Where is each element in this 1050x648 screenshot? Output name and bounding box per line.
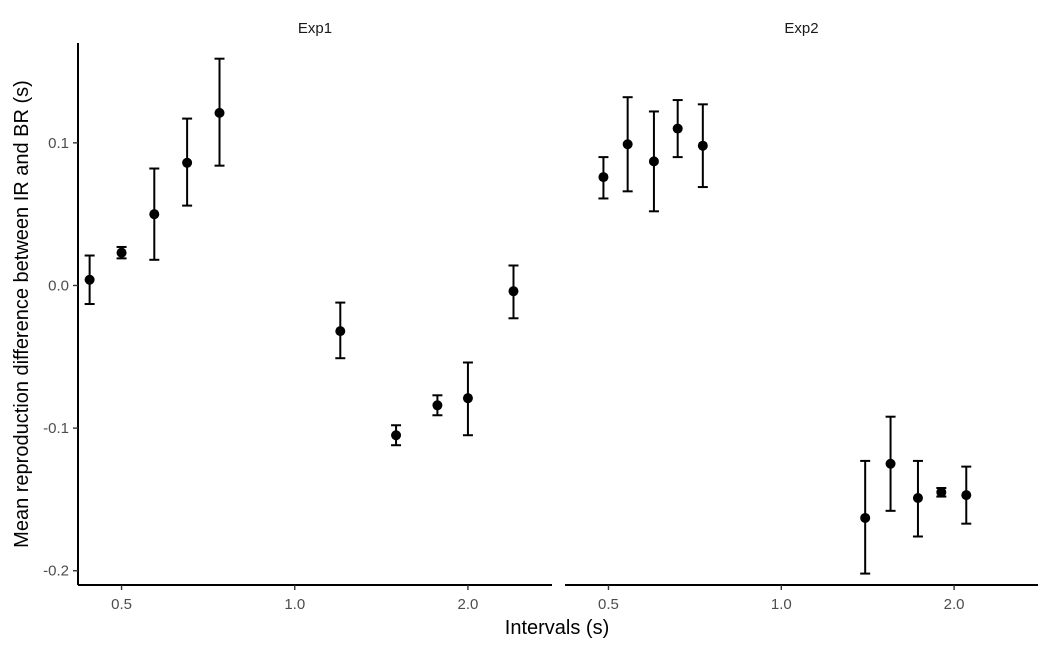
data-point <box>598 172 609 183</box>
data-point <box>860 512 871 523</box>
x-tick-label: 1.0 <box>284 596 305 613</box>
data-point <box>508 286 519 297</box>
data-point <box>432 400 443 411</box>
data-point <box>961 490 972 501</box>
data-point <box>116 247 127 258</box>
y-tick-label: -0.1 <box>43 420 69 437</box>
data-point <box>936 487 947 498</box>
panel-exp1: Exp1 0.5 1.0 2.0 <box>78 20 552 613</box>
data-point <box>214 107 225 118</box>
y-tick-label: -0.2 <box>43 563 69 580</box>
data-point <box>84 274 95 285</box>
data-point <box>885 458 896 469</box>
data-point <box>149 209 160 220</box>
data-point <box>462 393 473 404</box>
data-point <box>622 139 633 150</box>
y-tick-label: 0.0 <box>48 277 69 294</box>
x-tick-label: 0.5 <box>111 596 132 613</box>
x-tick-label: 2.0 <box>944 596 965 613</box>
data-point <box>182 157 193 168</box>
x-tick-label: 0.5 <box>598 596 619 613</box>
panel-title: Exp2 <box>784 20 818 37</box>
data-point <box>912 492 923 503</box>
x-tick-label: 2.0 <box>458 596 479 613</box>
data-point <box>335 326 346 337</box>
y-axis-title: Mean reproduction difference between IR … <box>11 80 33 548</box>
x-tick-label: 1.0 <box>771 596 792 613</box>
data-point <box>391 430 402 441</box>
data-point <box>672 123 683 134</box>
panel-title: Exp1 <box>298 20 332 37</box>
y-tick-label: 0.1 <box>48 135 69 152</box>
data-point <box>648 156 659 167</box>
data-point <box>697 140 708 151</box>
x-axis-title: Intervals (s) <box>505 617 609 639</box>
panel-exp2: Exp2 0.5 1.0 2.0 <box>565 20 1038 613</box>
